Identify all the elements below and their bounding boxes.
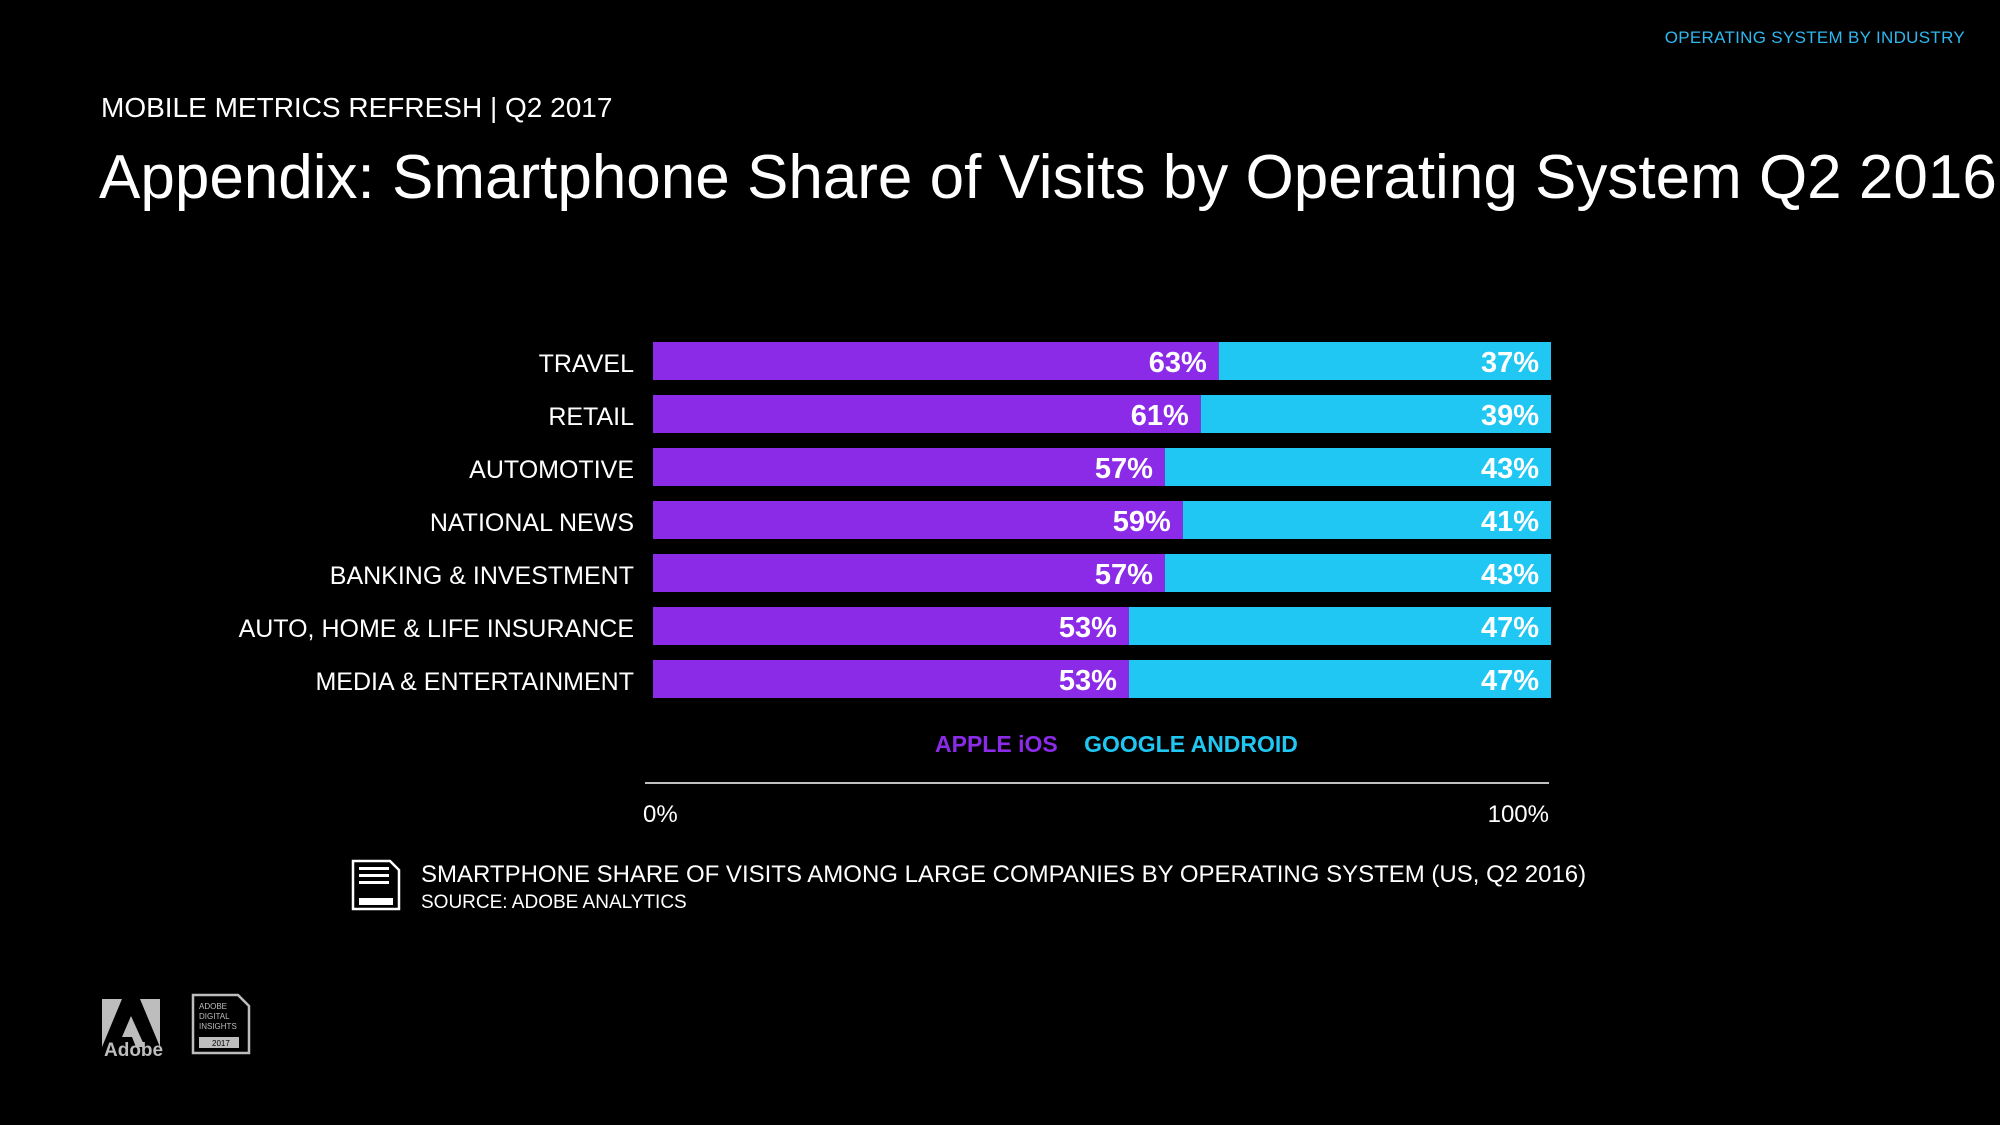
category-label: BANKING & INVESTMENT xyxy=(330,562,634,590)
bar-ios xyxy=(653,607,1129,645)
legend-ios: APPLE iOS xyxy=(935,731,1058,757)
bar-android xyxy=(1128,660,1551,698)
bar-android xyxy=(1128,607,1551,645)
data-label-android: 43% xyxy=(1481,559,1539,591)
adobe-logo-text: Adobe xyxy=(104,1040,164,1061)
bar-android xyxy=(1164,554,1551,592)
data-label-android: 41% xyxy=(1481,506,1539,538)
bar-android xyxy=(1182,501,1551,539)
category-label: AUTOMOTIVE xyxy=(469,456,634,484)
badge-year: 2017 xyxy=(212,1039,230,1048)
legend-android: GOOGLE ANDROID xyxy=(1084,731,1298,757)
category-label: MEDIA & ENTERTAINMENT xyxy=(315,668,634,696)
category-label: NATIONAL NEWS xyxy=(430,509,634,537)
bar-ios xyxy=(653,501,1183,539)
badge-line: ADOBE xyxy=(199,1002,227,1011)
eyebrow-subtitle: MOBILE METRICS REFRESH | Q2 2017 xyxy=(101,92,613,123)
data-label-android: 47% xyxy=(1481,665,1539,697)
badge-line: DIGITAL xyxy=(199,1012,230,1021)
digital-insights-badge-icon: ADOBE DIGITAL INSIGHTS 2017 xyxy=(191,993,251,1055)
x-tick-label: 100% xyxy=(1488,801,1549,828)
bar-ios xyxy=(653,448,1165,486)
bar-ios xyxy=(653,395,1201,433)
bar-android xyxy=(1164,448,1551,486)
caption-source: SOURCE: ADOBE ANALYTICS xyxy=(421,892,687,913)
badge-line: INSIGHTS xyxy=(199,1022,237,1031)
bar-android xyxy=(1218,342,1551,380)
bar-ios xyxy=(653,660,1129,698)
data-label-android: 39% xyxy=(1481,400,1539,432)
data-label-android: 47% xyxy=(1481,612,1539,644)
data-label-ios: 59% xyxy=(1113,506,1171,538)
bar-ios xyxy=(653,554,1165,592)
data-label-ios: 61% xyxy=(1131,400,1189,432)
x-tick-label: 0% xyxy=(643,801,678,828)
data-label-ios: 63% xyxy=(1149,347,1207,379)
data-label-ios: 53% xyxy=(1059,665,1117,697)
data-label-ios: 53% xyxy=(1059,612,1117,644)
adobe-logo-icon xyxy=(102,999,160,1047)
section-tag: OPERATING SYSTEM BY INDUSTRY xyxy=(1664,28,1965,47)
caption-title: SMARTPHONE SHARE OF VISITS AMONG LARGE C… xyxy=(421,861,1587,888)
data-label-android: 43% xyxy=(1481,453,1539,485)
digital-insights-caption-icon xyxy=(351,859,401,911)
data-label-ios: 57% xyxy=(1095,453,1153,485)
category-label: AUTO, HOME & LIFE INSURANCE xyxy=(239,615,634,643)
bar-ios xyxy=(653,342,1219,380)
category-label: RETAIL xyxy=(548,403,634,431)
data-label-ios: 57% xyxy=(1095,559,1153,591)
page-title: Appendix: Smartphone Share of Visits by … xyxy=(99,143,1997,212)
bar-android xyxy=(1200,395,1551,433)
data-label-android: 37% xyxy=(1481,347,1539,379)
category-label: TRAVEL xyxy=(539,350,634,378)
